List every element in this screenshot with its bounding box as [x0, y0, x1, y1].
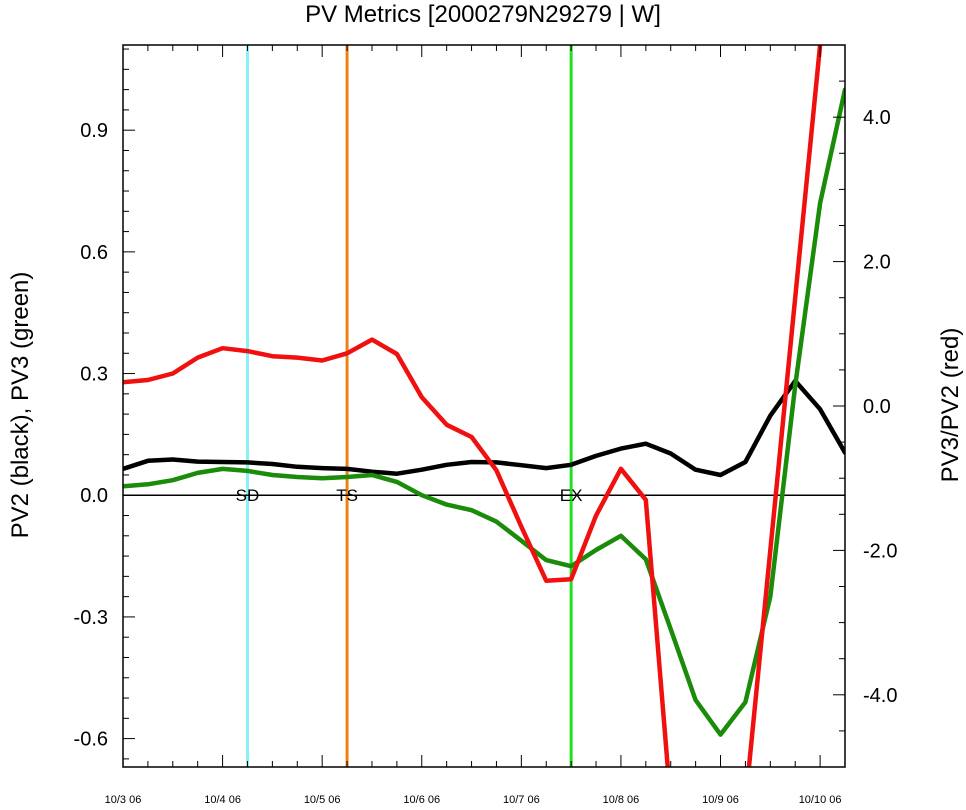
plot-border	[122, 44, 846, 768]
right-tick-label: 2.0	[863, 252, 891, 274]
x-tick-label: 10/10 06	[799, 794, 842, 805]
x-tick-label: 10/8 06	[603, 794, 640, 805]
marker-label-sd: SD	[236, 486, 260, 505]
right-tick-label: -2.0	[863, 540, 897, 562]
marker-label-ex: EX	[560, 486, 583, 505]
series-line-pv2	[123, 378, 845, 478]
right-tick-label: 0.0	[863, 396, 891, 418]
left-tick-label: 0.0	[80, 485, 108, 507]
x-tick-label: 10/5 06	[304, 794, 341, 805]
series-lines	[123, 45, 845, 767]
marker-label-ts: TS	[336, 486, 358, 505]
x-tick-label: 10/3 06	[105, 794, 142, 805]
right-tick-label: 4.0	[863, 107, 891, 129]
left-tick-label: 0.9	[80, 120, 108, 142]
left-tick-label: -0.3	[74, 607, 108, 629]
left-tick-label: 0.6	[80, 242, 108, 264]
chart-title: PV Metrics [2000279N29279 | W]	[305, 1, 661, 28]
x-tick-label: 10/7 06	[503, 794, 540, 805]
zero-line-layer: SD TS EX	[123, 486, 845, 505]
left-axis-label: PV2 (black), PV3 (green)	[7, 272, 34, 539]
series-line-pv3	[123, 87, 845, 737]
x-tick-label: 10/4 06	[204, 794, 241, 805]
right-tick-label: -4.0	[863, 685, 897, 707]
left-tick-label: 0.3	[80, 364, 108, 386]
series-line-pv3-pv2	[123, 45, 823, 767]
right-axis-label: PV3/PV2 (red)	[937, 328, 964, 483]
plot-frame	[122, 44, 846, 768]
left-tick-label: -0.6	[74, 729, 108, 751]
x-tick-label: 10/9 06	[702, 794, 739, 805]
vertical-markers	[245, 45, 573, 767]
axis-ticks: -0.6 -0.3 0.0 0.3 0.6 0.9 -4.0 -2.0 0.0 2.0 4.0 10/…	[74, 44, 897, 806]
x-tick-label: 10/6 06	[403, 794, 440, 805]
